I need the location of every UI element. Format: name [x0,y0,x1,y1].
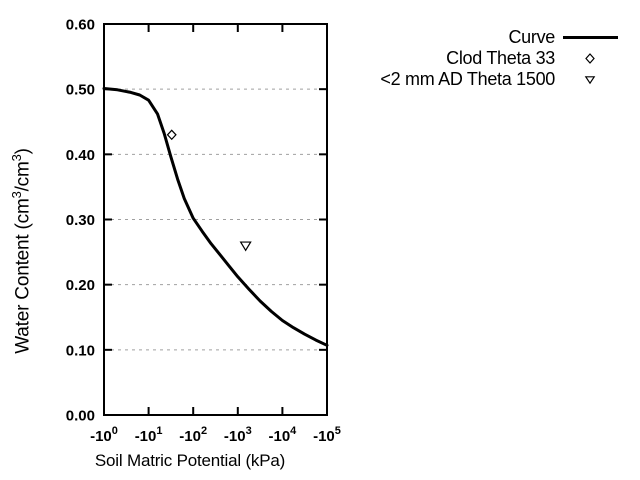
y-axis-title-text: ) [12,148,34,155]
y-tick-label: 0.30 [66,212,95,229]
y-axis-title-text: Water Content (cm [12,198,34,354]
line-icon [562,36,618,39]
x-tick-label: -102 [179,425,207,445]
y-tick-label: 0.60 [66,17,95,34]
legend: Curve Clod Theta 33 <2 mm AD Theta 1500 [353,27,625,90]
clod-theta33-marker [166,129,177,141]
legend-item-clod-theta33: Clod Theta 33 [353,48,625,69]
curve-line [102,87,329,347]
y-axis-title-text: /cm [12,161,34,192]
y-tick-label: 0.50 [66,82,95,99]
legend-item-curve: Curve [353,27,625,48]
curve-line-sample [555,36,625,39]
diamond-marker-sample [555,52,625,65]
plot-frame [103,23,328,416]
triangle-down-icon [584,76,596,85]
y-axis-title: Water Content (cm3/cm3) [9,101,35,401]
y-tick-label: 0.00 [66,408,95,425]
x-tick-label: -101 [135,425,163,445]
x-tick-label: -105 [313,425,341,445]
y-tick-label: 0.40 [66,147,95,164]
ad-theta1500-marker [239,241,252,252]
x-tick-label: -100 [90,425,118,445]
y-tick-label: 0.20 [66,277,95,294]
y-axis-title-superscript: 3 [9,154,24,162]
x-tick-label: -104 [268,425,297,445]
y-tick-label: 0.10 [66,342,95,359]
legend-label-clod-theta33: Clod Theta 33 [446,48,555,68]
x-axis-title: Soil Matric Potential (kPa) [94,451,286,470]
legend-item-ad-theta1500: <2 mm AD Theta 1500 [353,69,625,90]
x-tick-label: -103 [224,425,252,445]
legend-label-ad-theta1500: <2 mm AD Theta 1500 [380,69,555,89]
y-axis-title-superscript: 3 [9,191,24,199]
triangle-marker-sample [555,73,625,86]
diamond-icon [585,53,595,64]
legend-label-curve: Curve [508,27,555,47]
